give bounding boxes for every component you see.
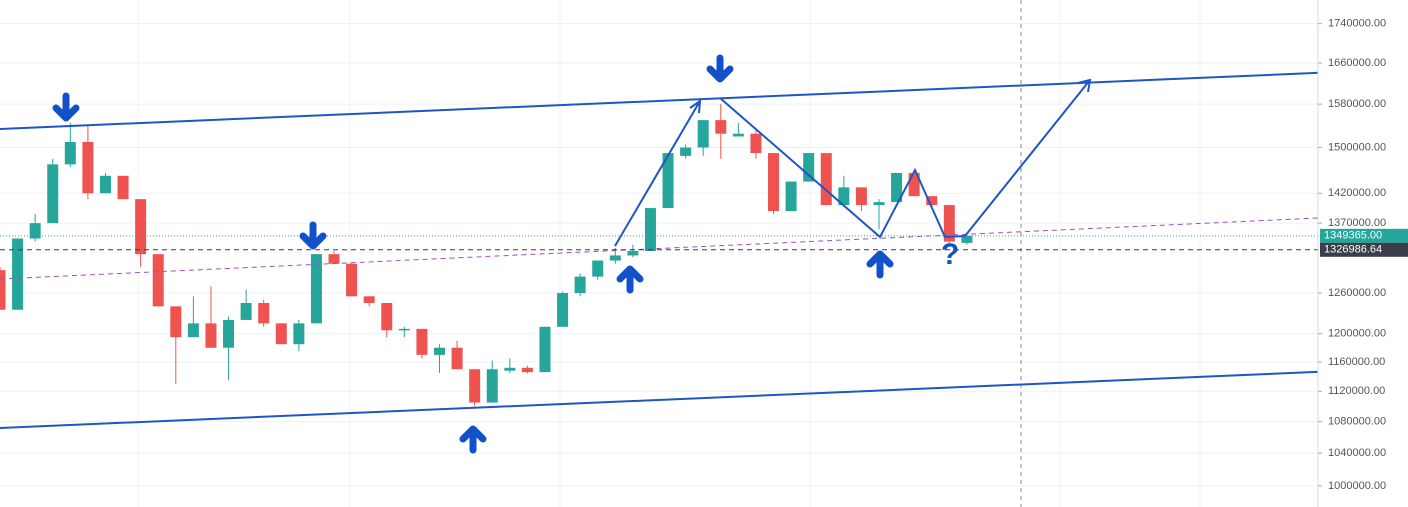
candle-body [521, 367, 533, 373]
candle-body [434, 347, 445, 355]
y-tick-label: 1740000.00 [1328, 18, 1386, 30]
candle-body [486, 369, 498, 403]
price-label: 1349365.00 [1324, 230, 1382, 242]
candle-body [644, 208, 656, 252]
channel-lower [0, 367, 1408, 429]
candle-body [328, 254, 340, 264]
candle-body [152, 254, 164, 307]
y-tick-label: 1120000.00 [1328, 385, 1385, 397]
axis-labels: 1740000.00 1660000.00 1580000.00 1500000.00… [1318, 18, 1408, 492]
candle-body [117, 175, 129, 200]
channel-upper [0, 68, 1408, 130]
y-tick-label: 1420000.00 [1328, 187, 1386, 199]
candle-body [592, 260, 604, 277]
candle-body [29, 223, 41, 239]
candle-body [785, 181, 797, 212]
candle-body [363, 296, 375, 303]
candle-body [504, 367, 516, 371]
candles [0, 104, 973, 407]
candle-body [697, 120, 709, 148]
y-tick-label: 1200000.00 [1328, 328, 1386, 340]
candle-body [539, 326, 551, 373]
candle-body [82, 141, 94, 194]
candle-body [293, 323, 305, 345]
candle-body [258, 302, 270, 324]
candle-body [943, 205, 955, 242]
up-arrow [616, 265, 644, 294]
candle-body [557, 293, 569, 327]
price-label: 1326986.64 [1324, 244, 1382, 256]
y-tick-label: 1080000.00 [1328, 416, 1386, 428]
candle-body [64, 141, 76, 165]
y-tick-label: 1370000.00 [1328, 217, 1386, 229]
candle-body [627, 251, 639, 256]
drawn-path [719, 78, 1092, 239]
y-tick-label: 1160000.00 [1328, 356, 1385, 368]
y-tick-label: 1580000.00 [1328, 98, 1386, 110]
candle-body [398, 328, 410, 331]
y-tick-label: 1660000.00 [1328, 57, 1386, 69]
candle-body [0, 270, 6, 310]
candle-body [99, 175, 111, 194]
candle-body [381, 302, 393, 331]
candle-body [275, 323, 287, 345]
candle-body [609, 255, 621, 261]
candle-body [732, 133, 744, 137]
y-tick-label: 1040000.00 [1328, 447, 1386, 459]
question-mark: ? [941, 238, 959, 271]
price-lines [0, 235, 1318, 251]
down-arrow [706, 54, 734, 83]
candle-body [891, 172, 903, 203]
candle-body [416, 328, 428, 355]
candle-body [908, 172, 920, 197]
candle-body [838, 187, 850, 206]
candle-body [170, 306, 182, 338]
drawn-arrow [614, 98, 702, 247]
vertical-grid [137, 0, 1201, 507]
candle-body [47, 164, 59, 224]
candle-body [961, 235, 973, 243]
candle-body [715, 120, 727, 134]
trend-line [0, 217, 1319, 280]
price-label-bg [1320, 228, 1408, 243]
y-tick-label: 1260000.00 [1328, 287, 1386, 299]
candle-body [662, 153, 674, 209]
candle-body [750, 133, 762, 154]
candle-body [574, 276, 586, 294]
candle-body [855, 187, 867, 206]
horizontal-grid [0, 23, 1318, 487]
down-arrow [52, 92, 80, 122]
candle-body [223, 319, 235, 348]
candle-body [803, 153, 815, 182]
candle-body [187, 323, 199, 338]
candle-body [820, 153, 832, 206]
candle-body [469, 369, 481, 403]
candle-body [680, 147, 692, 156]
candle-body [768, 153, 780, 212]
candle-body [205, 323, 217, 348]
candle-body [451, 347, 463, 370]
candle-body [12, 238, 24, 310]
candle-body [346, 263, 358, 297]
candle-body [135, 199, 147, 255]
candle-body [240, 302, 252, 320]
price-label-bg [1320, 242, 1408, 257]
y-tick-label: 1500000.00 [1328, 141, 1386, 153]
y-tick-label: 1000000.00 [1328, 480, 1386, 492]
down-arrow [299, 221, 327, 250]
candle-body [873, 202, 885, 206]
up-arrow [866, 250, 894, 279]
candle-body [926, 196, 938, 206]
up-arrow [459, 425, 487, 454]
candle-body [310, 254, 322, 324]
